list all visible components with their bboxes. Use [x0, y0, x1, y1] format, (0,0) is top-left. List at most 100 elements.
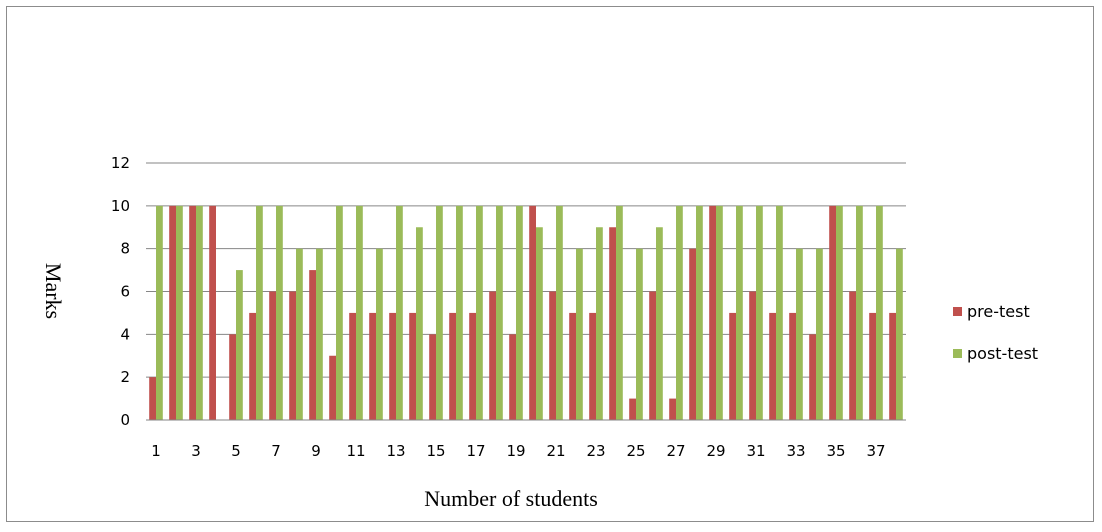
bar-post-test-35	[836, 205, 843, 420]
bar-pre-test-16	[449, 312, 456, 420]
bar-post-test-34	[816, 248, 823, 420]
legend: pre-test post-test	[953, 302, 1038, 363]
y-tick-label: 8	[120, 240, 130, 258]
bar-post-test-31	[756, 205, 763, 420]
x-tick-label: 11	[346, 442, 365, 460]
y-tick-label: 4	[120, 325, 130, 343]
x-tick-label: 17	[466, 442, 485, 460]
bar-pre-test-34	[809, 334, 816, 420]
bars	[149, 205, 903, 420]
bar-post-test-19	[516, 205, 523, 420]
bar-pre-test-26	[649, 291, 656, 420]
x-tick-label: 15	[426, 442, 445, 460]
bar-pre-test-30	[729, 312, 736, 420]
bar-pre-test-7	[269, 291, 276, 420]
bar-post-test-11	[356, 205, 363, 420]
y-axis-ticks: 0 2 4 6 8 10 12	[111, 154, 130, 429]
x-tick-label: 33	[786, 442, 805, 460]
bar-post-test-12	[376, 248, 383, 420]
x-tick-label: 23	[586, 442, 605, 460]
bar-pre-test-8	[289, 291, 296, 420]
bar-pre-test-5	[229, 334, 236, 420]
bar-pre-test-3	[189, 205, 196, 420]
bar-post-test-30	[736, 205, 743, 420]
bar-pre-test-11	[349, 312, 356, 420]
y-tick-label: 2	[120, 368, 130, 386]
x-tick-label: 25	[626, 442, 645, 460]
bar-post-test-25	[636, 248, 643, 420]
bar-pre-test-22	[569, 312, 576, 420]
legend-swatch-pre-test	[953, 307, 962, 316]
bar-pre-test-33	[789, 312, 796, 420]
bar-post-test-18	[496, 205, 503, 420]
bar-post-test-5	[236, 270, 243, 420]
y-tick-label: 6	[120, 283, 130, 301]
bar-post-test-7	[276, 205, 283, 420]
bar-post-test-36	[856, 205, 863, 420]
bar-post-test-2	[176, 205, 183, 420]
bar-post-test-24	[616, 205, 623, 420]
chart-frame	[6, 6, 1094, 522]
x-tick-label: 29	[706, 442, 725, 460]
bar-pre-test-15	[429, 334, 436, 420]
y-tick-label: 12	[111, 154, 130, 172]
bar-post-test-1	[156, 205, 163, 420]
bar-post-test-8	[296, 248, 303, 420]
bar-pre-test-4	[209, 205, 216, 420]
bar-post-test-38	[896, 248, 903, 420]
y-tick-label: 0	[120, 411, 130, 429]
x-tick-label: 1	[151, 442, 161, 460]
bar-pre-test-37	[869, 312, 876, 420]
bar-pre-test-21	[549, 291, 556, 420]
bar-pre-test-31	[749, 291, 756, 420]
bar-pre-test-13	[389, 312, 396, 420]
bar-post-test-33	[796, 248, 803, 420]
bar-post-test-22	[576, 248, 583, 420]
bar-post-test-37	[876, 205, 883, 420]
bar-post-test-16	[456, 205, 463, 420]
x-tick-label: 9	[311, 442, 321, 460]
x-tick-label: 27	[666, 442, 685, 460]
bar-pre-test-1	[149, 377, 156, 420]
bar-pre-test-6	[249, 312, 256, 420]
bar-post-test-3	[196, 205, 203, 420]
x-tick-label: 31	[746, 442, 765, 460]
bar-post-test-23	[596, 227, 603, 420]
x-tick-label: 35	[826, 442, 845, 460]
legend-label-pre-test: pre-test	[967, 302, 1030, 321]
bar-pre-test-25	[629, 398, 636, 420]
bar-pre-test-29	[709, 205, 716, 420]
bar-pre-test-23	[589, 312, 596, 420]
bar-pre-test-18	[489, 291, 496, 420]
bar-pre-test-36	[849, 291, 856, 420]
legend-label-post-test: post-test	[967, 344, 1038, 363]
bar-post-test-20	[536, 227, 543, 420]
bar-pre-test-14	[409, 312, 416, 420]
bar-pre-test-24	[609, 227, 616, 420]
bar-post-test-14	[416, 227, 423, 420]
x-tick-label: 7	[271, 442, 281, 460]
bar-pre-test-10	[329, 355, 336, 420]
bar-pre-test-38	[889, 312, 896, 420]
x-tick-label: 19	[506, 442, 525, 460]
bar-pre-test-32	[769, 312, 776, 420]
bar-pre-test-20	[529, 205, 536, 420]
bar-post-test-9	[316, 248, 323, 420]
bar-post-test-29	[716, 205, 723, 420]
x-tick-label: 3	[191, 442, 201, 460]
legend-swatch-post-test	[953, 349, 962, 358]
x-tick-label: 5	[231, 442, 241, 460]
x-axis-label: Number of students	[424, 486, 598, 511]
bar-post-test-27	[676, 205, 683, 420]
bar-post-test-13	[396, 205, 403, 420]
x-tick-label: 13	[386, 442, 405, 460]
bar-pre-test-17	[469, 312, 476, 420]
bar-pre-test-28	[689, 248, 696, 420]
x-axis-ticks: 1 3 5 7 9 11 13 15 17 19 21 23 25 27 29 31 33 35 37	[151, 442, 885, 460]
x-tick-label: 21	[546, 442, 565, 460]
bar-post-test-10	[336, 205, 343, 420]
y-tick-label: 10	[111, 197, 130, 215]
bar-post-test-26	[656, 227, 663, 420]
bar-post-test-15	[436, 205, 443, 420]
